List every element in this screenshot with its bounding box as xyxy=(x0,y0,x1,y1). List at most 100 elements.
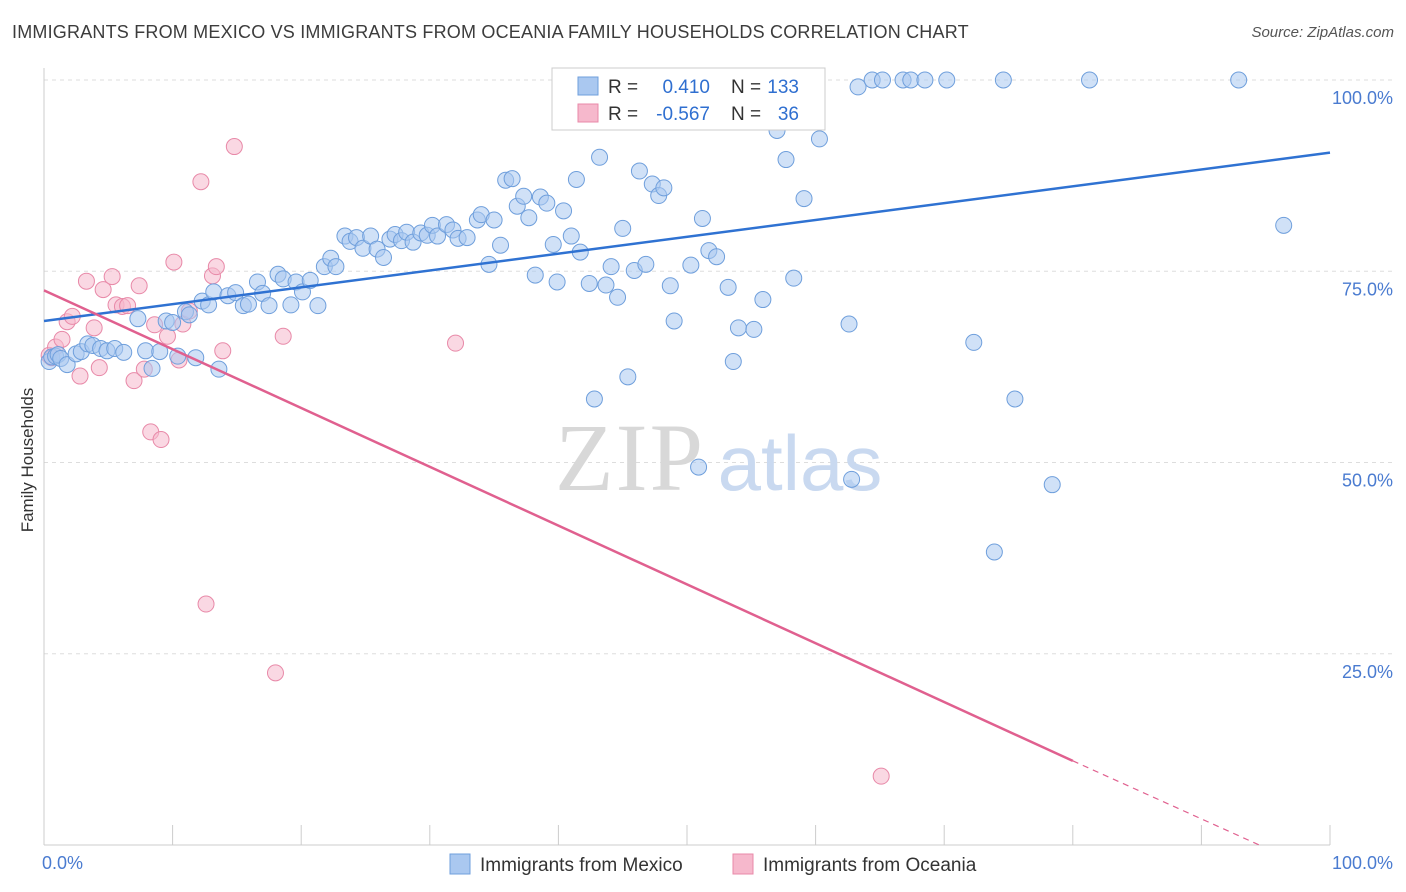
x-tick-label-min: 0.0% xyxy=(42,853,83,873)
legend-n-label-mexico: N = xyxy=(731,77,761,98)
oceania-point xyxy=(130,277,148,295)
legend-swatch-oceania xyxy=(577,103,599,123)
mexico-point xyxy=(526,266,544,284)
correlation-legend: R = 0.410 N = 133 R = -0.567 N = 36 xyxy=(551,67,826,131)
oceania-point xyxy=(447,334,465,352)
oceania-point xyxy=(266,664,284,682)
series-oceania-points xyxy=(40,138,890,785)
y-tick-label-75: 75.0% xyxy=(1342,279,1393,299)
mexico-point xyxy=(708,248,726,266)
mexico-point xyxy=(1006,390,1024,408)
mexico-point xyxy=(637,255,655,273)
mexico-point xyxy=(873,71,891,89)
series-legend: Immigrants from Mexico Immigrants from O… xyxy=(449,853,977,876)
mexico-point xyxy=(994,71,1012,89)
oceania-point xyxy=(214,342,232,360)
mexico-point xyxy=(562,227,580,245)
mexico-point xyxy=(548,273,566,291)
mexico-point xyxy=(239,295,257,313)
mexico-point xyxy=(655,179,673,197)
y-tick-label-100: 100.0% xyxy=(1332,88,1393,108)
mexico-point xyxy=(965,333,983,351)
legend-r-label-oceania: R = xyxy=(608,104,638,125)
watermark-atlas: atlas xyxy=(718,419,883,507)
oceania-point xyxy=(103,268,121,286)
gridlines xyxy=(44,79,1393,655)
mexico-point xyxy=(492,236,510,254)
tick-labels: 0.0% 100.0% 25.0% 50.0% 75.0% 100.0% xyxy=(42,88,1393,873)
bottom-legend-label-oceania: Immigrants from Oceania xyxy=(763,855,977,876)
legend-r-label-mexico: R = xyxy=(608,77,638,98)
legend-r-value-oceania: -0.567 xyxy=(656,104,710,125)
trend-lines xyxy=(43,151,1331,846)
mexico-point xyxy=(1043,476,1061,494)
mexico-point xyxy=(729,319,747,337)
mexico-point xyxy=(902,71,920,89)
mexico-point xyxy=(555,202,573,220)
oceania-point xyxy=(85,319,103,337)
oceania-point xyxy=(192,173,210,191)
mexico-point xyxy=(503,170,521,188)
oceania-point xyxy=(225,138,243,156)
mexico-point xyxy=(429,227,447,245)
oceania-point xyxy=(125,372,143,390)
mexico-point xyxy=(515,187,533,205)
mexico-point xyxy=(810,130,828,148)
mexico-point xyxy=(567,170,585,188)
mexico-point xyxy=(485,211,503,229)
mexico-point xyxy=(375,248,393,266)
mexico-point xyxy=(795,190,813,208)
mexico-point xyxy=(585,390,603,408)
axes xyxy=(43,68,1331,846)
mexico-point xyxy=(690,458,708,476)
mexico-point xyxy=(260,297,278,315)
y-tick-label-50: 50.0% xyxy=(1342,471,1393,491)
mexico-point xyxy=(840,315,858,333)
mexico-point xyxy=(309,297,327,315)
oceania-point xyxy=(77,272,95,290)
mexico-point xyxy=(614,219,632,237)
mexico-point xyxy=(777,151,795,169)
mexico-point xyxy=(843,470,861,488)
mexico-point xyxy=(580,274,598,292)
mexico-point xyxy=(544,235,562,253)
chart-title: IMMIGRANTS FROM MEXICO VS IMMIGRANTS FRO… xyxy=(12,22,969,42)
mexico-point xyxy=(597,276,615,294)
mexico-point xyxy=(693,209,711,227)
mexico-point xyxy=(1230,71,1248,89)
mexico-point xyxy=(164,314,182,332)
mexico-point xyxy=(129,310,147,328)
oceania-trend-line xyxy=(43,289,1074,762)
oceania-point xyxy=(872,767,890,785)
x-tick-label-max: 100.0% xyxy=(1332,853,1393,873)
oceania-point xyxy=(94,281,112,299)
legend-r-value-mexico: 0.410 xyxy=(662,77,710,98)
oceania-point xyxy=(53,330,71,348)
mexico-point xyxy=(282,296,300,314)
oceania-point xyxy=(197,595,215,613)
mexico-trend-line xyxy=(43,151,1331,323)
oceania-point xyxy=(152,431,170,449)
mexico-point xyxy=(143,359,161,377)
mexico-point xyxy=(745,320,763,338)
legend-n-value-mexico: 133 xyxy=(767,77,799,98)
oceania-point xyxy=(207,258,225,276)
oceania-trend-extension xyxy=(1072,760,1260,846)
mexico-point xyxy=(115,343,133,361)
mexico-point xyxy=(785,269,803,287)
oceania-point xyxy=(71,367,89,385)
mexico-point xyxy=(661,277,679,295)
oceania-point xyxy=(165,253,183,271)
mexico-point xyxy=(916,71,934,89)
legend-n-label-oceania: N = xyxy=(731,104,761,125)
legend-swatch-mexico xyxy=(577,76,599,96)
mexico-point xyxy=(137,342,155,360)
mexico-point xyxy=(538,194,556,212)
mexico-point xyxy=(719,278,737,296)
oceania-point xyxy=(274,327,292,345)
oceania-point xyxy=(90,359,108,377)
mexico-point xyxy=(609,288,627,306)
mexico-point xyxy=(724,353,742,371)
watermark-zip: ZIP xyxy=(555,404,705,511)
